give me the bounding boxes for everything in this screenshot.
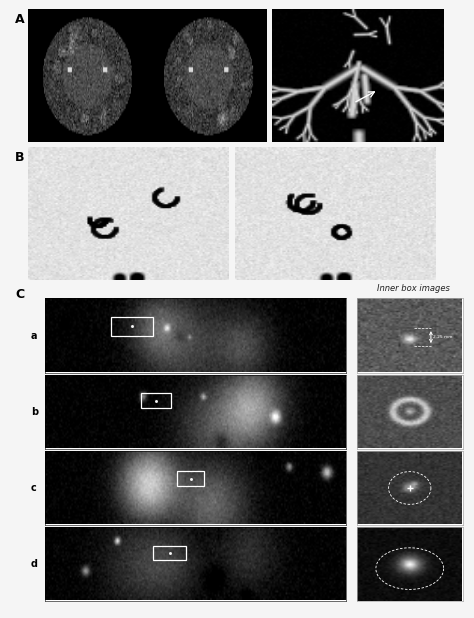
Bar bbox=[111, 317, 153, 336]
Text: C: C bbox=[15, 288, 25, 301]
Text: B: B bbox=[15, 151, 25, 164]
Text: c: c bbox=[31, 483, 36, 493]
Bar bbox=[177, 472, 204, 486]
Text: 2.25 mm: 2.25 mm bbox=[433, 335, 452, 339]
Text: a: a bbox=[31, 331, 37, 341]
Text: A: A bbox=[15, 13, 25, 26]
Bar bbox=[141, 393, 172, 408]
Text: Inner box images: Inner box images bbox=[377, 284, 449, 293]
Text: b: b bbox=[31, 407, 38, 417]
Bar bbox=[153, 546, 186, 561]
Text: d: d bbox=[31, 559, 38, 569]
